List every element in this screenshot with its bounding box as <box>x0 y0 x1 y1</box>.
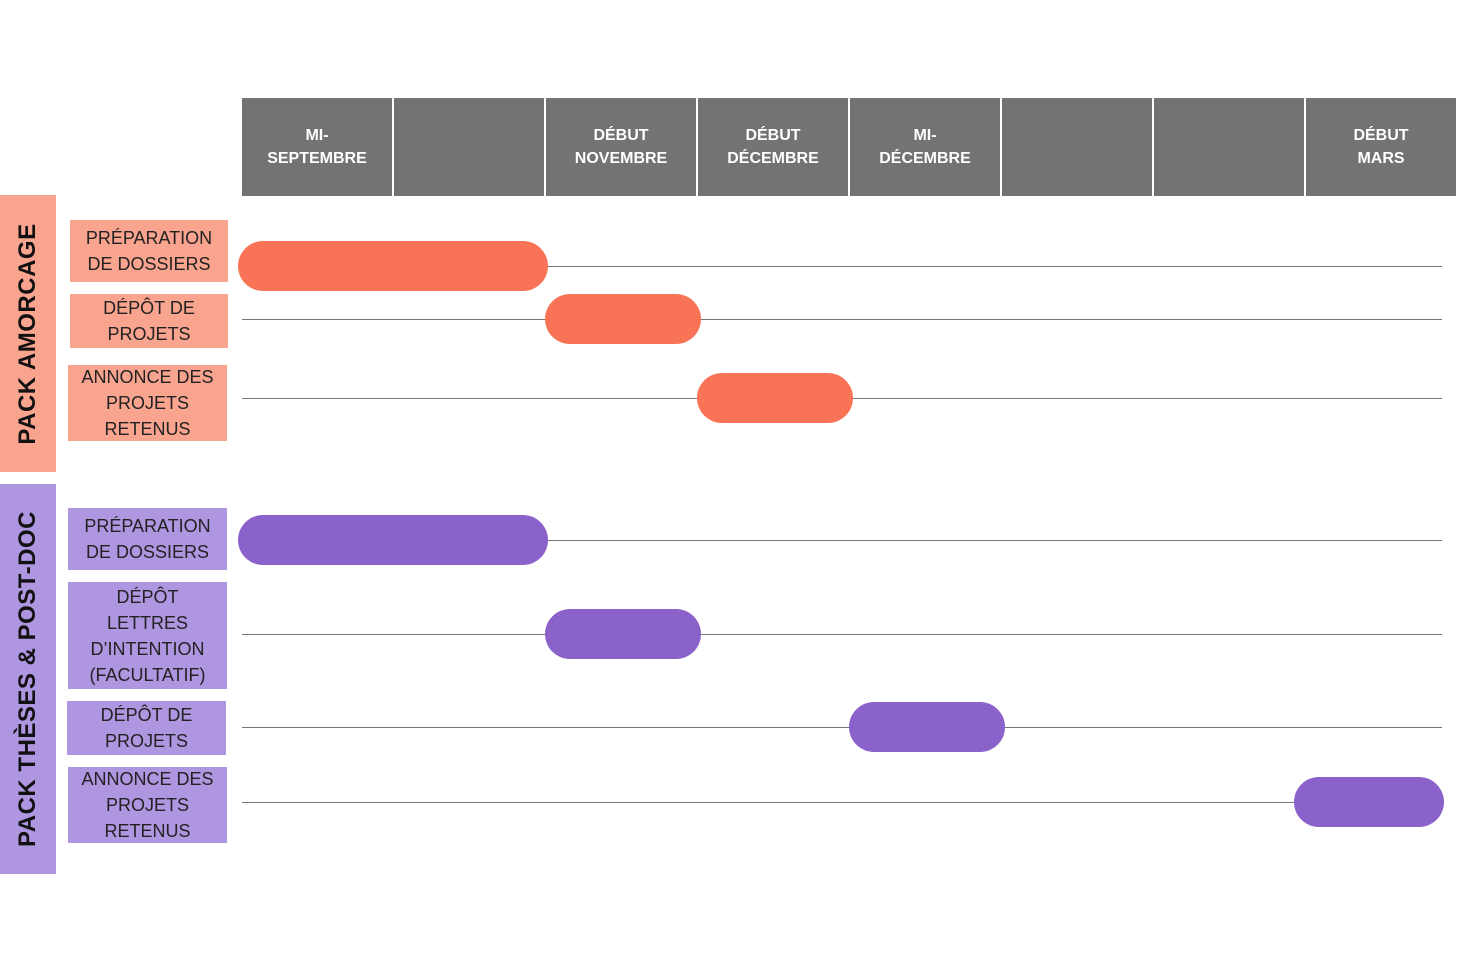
group-title: PACK AMORCAGE <box>14 222 41 445</box>
task-label-line: PROJETS <box>107 324 191 344</box>
task-label-line: DE DOSSIERS <box>87 254 211 274</box>
task-track-line <box>242 266 1442 267</box>
task-label-line: LETTRES <box>106 612 189 633</box>
task-duration-bar <box>1294 777 1444 827</box>
task-label-line: RETENUS <box>104 419 191 439</box>
task-label-line: RETENUS <box>104 821 191 841</box>
task-label-line: DÉPÔT DE <box>100 705 193 725</box>
task-duration-bar <box>545 609 701 659</box>
period-header-cell: DÉBUT DÉCEMBRE <box>698 98 848 196</box>
timeline-header: MI- SEPTEMBRE DÉBUT NOVEMBRE DÉBUT DÉCEMBR… <box>242 98 1458 196</box>
task-label-line: ANNONCE DES <box>81 367 214 387</box>
task-label: PRÉPARATION DE DOSSIERS <box>68 508 227 570</box>
task-label: DÉPÔT DE PROJETS <box>70 294 228 348</box>
task-label-line: PROJETS <box>104 731 188 751</box>
task-label-line: PROJETS <box>105 393 189 413</box>
period-header-cell: DÉBUT NOVEMBRE <box>546 98 696 196</box>
task-label-line: DE DOSSIERS <box>85 542 209 562</box>
task-label-line: PRÉPARATION <box>84 516 211 536</box>
task-duration-bar <box>238 515 548 565</box>
task-duration-bar <box>545 294 701 344</box>
task-duration-bar <box>238 241 548 291</box>
task-label-line: DÉPÔT <box>116 586 179 607</box>
task-label: DÉPÔT DE PROJETS <box>67 701 226 755</box>
period-header-cell: DÉBUT MARS <box>1306 98 1456 196</box>
group-band: PACK AMORCAGE <box>0 195 56 472</box>
task-label-line: PROJETS <box>105 795 189 815</box>
task-label: ANNONCE DES PROJETS RETENUS <box>68 767 227 843</box>
task-track-line <box>242 540 1442 541</box>
task-label-line: D’INTENTION <box>90 638 205 659</box>
period-header-cell <box>1154 98 1304 196</box>
group-band: PACK THÈSES & POST-DOC <box>0 484 56 874</box>
task-label-line: ANNONCE DES <box>81 769 214 789</box>
period-header-cell: MI- SEPTEMBRE <box>242 98 392 196</box>
task-label-line: (FACULTATIF) <box>89 664 206 685</box>
task-label-line: DÉPÔT DE <box>103 298 195 318</box>
task-track-line <box>242 319 1442 320</box>
task-label: PRÉPARATION DE DOSSIERS <box>70 220 228 282</box>
task-track-line <box>242 727 1442 728</box>
task-duration-bar <box>849 702 1005 752</box>
group-title: PACK THÈSES & POST-DOC <box>14 511 41 847</box>
task-track-line <box>242 634 1442 635</box>
task-label-line: PRÉPARATION <box>85 228 213 248</box>
period-header-cell <box>1002 98 1152 196</box>
task-label: DÉPÔT LETTRES D’INTENTION (FACULTATIF) <box>68 582 227 689</box>
period-header-cell <box>394 98 544 196</box>
task-duration-bar <box>697 373 853 423</box>
period-header-cell: MI- DÉCEMBRE <box>850 98 1000 196</box>
task-label: ANNONCE DES PROJETS RETENUS <box>68 365 227 441</box>
task-track-line <box>242 802 1442 803</box>
